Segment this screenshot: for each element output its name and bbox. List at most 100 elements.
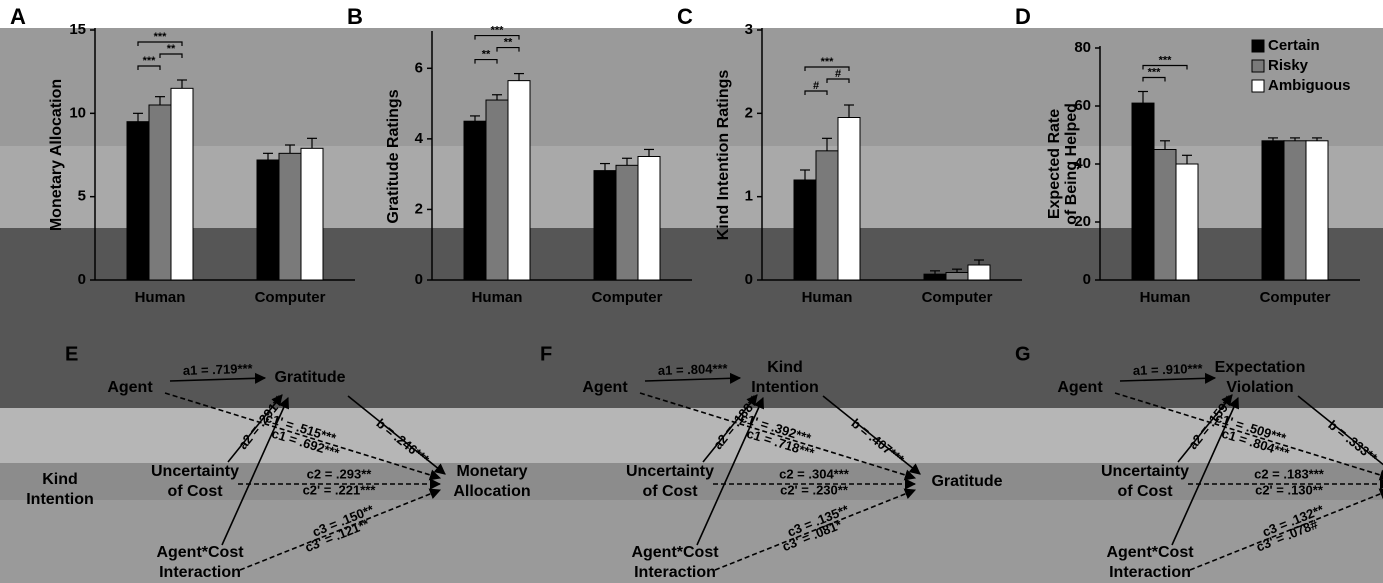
- y-tick-label: 0: [745, 271, 753, 288]
- node-label: Expectation: [1215, 359, 1306, 376]
- node-label: Gratitude: [931, 473, 1002, 490]
- path-coefficient: c2 = .183***: [1254, 466, 1325, 481]
- y-axis-label: Kind Intention Ratings: [715, 70, 732, 241]
- legend-label: Certain: [1268, 37, 1320, 54]
- panel-label: F: [540, 343, 552, 365]
- legend-label: Risky: [1268, 57, 1309, 74]
- x-tick-label: Computer: [255, 289, 326, 306]
- path-coefficient: c2' = .221***: [303, 482, 377, 497]
- path-coefficient: c2 = .304***: [779, 466, 850, 481]
- y-tick-label: 5: [78, 188, 86, 205]
- bar: [485, 99, 509, 281]
- significance-bracket: [1142, 64, 1188, 70]
- node-label: Agent: [582, 379, 628, 396]
- significance-bracket: [496, 46, 520, 52]
- mediated-path: [169, 372, 267, 384]
- significance-bracket: [474, 58, 498, 64]
- node-label: of Cost: [642, 483, 698, 500]
- x-tick-label: Human: [1140, 289, 1191, 306]
- bar: [507, 80, 531, 281]
- bar: [1131, 102, 1155, 281]
- significance-bracket: [826, 78, 850, 83]
- significance-label: ***: [491, 24, 505, 36]
- panel-label: E: [65, 343, 78, 365]
- mediated-path: [1297, 395, 1383, 466]
- y-tick-label: 40: [1074, 155, 1091, 172]
- bar: [148, 104, 172, 281]
- node-label: Uncertainty: [626, 463, 714, 480]
- bar: [1261, 140, 1285, 281]
- y-tick-label: 2: [745, 104, 753, 121]
- significance-bracket: [159, 53, 183, 58]
- y-tick-label: 0: [1083, 271, 1091, 288]
- bar: [1175, 163, 1199, 281]
- background-band: [0, 408, 1383, 463]
- legend-swatch: [1251, 59, 1265, 73]
- bar: [1283, 140, 1307, 281]
- y-axis-label: Gratitude Ratings: [385, 89, 402, 223]
- panel-label: D: [1015, 4, 1031, 29]
- path-coefficient: c2 = .293**: [307, 466, 373, 481]
- bar: [463, 120, 487, 281]
- bar: [793, 179, 817, 281]
- node-label: Intention: [26, 491, 94, 508]
- significance-label: ***: [1159, 54, 1173, 66]
- bar: [256, 159, 280, 281]
- significance-label: #: [813, 80, 819, 92]
- bar: [300, 147, 324, 281]
- mediated-path: [644, 372, 742, 384]
- path-coefficient: a1 = .910***: [1133, 361, 1204, 378]
- y-tick-label: 20: [1074, 213, 1091, 230]
- significance-label: ***: [1148, 66, 1162, 78]
- node-label: Interaction: [634, 564, 716, 581]
- legend-label: Ambiguous: [1268, 77, 1351, 94]
- node-label: Agent*Cost: [156, 544, 244, 561]
- y-tick-label: 80: [1074, 39, 1091, 56]
- x-tick-label: Computer: [592, 289, 663, 306]
- significance-bracket: [804, 90, 828, 95]
- node-label: Agent: [107, 379, 153, 396]
- node-label: Monetary: [456, 463, 527, 480]
- mediated-path: [702, 394, 758, 463]
- node-label: of Cost: [167, 483, 223, 500]
- panel-label: C: [677, 4, 693, 29]
- bar: [923, 273, 947, 281]
- node-label: Agent: [1057, 379, 1103, 396]
- background-band: [0, 463, 1383, 500]
- x-tick-label: Human: [135, 289, 186, 306]
- y-tick-label: 4: [415, 130, 424, 147]
- significance-bracket: [137, 65, 161, 70]
- bar: [126, 121, 150, 281]
- y-tick-label: 1: [745, 188, 753, 205]
- node-label: Gratitude: [274, 369, 345, 386]
- x-tick-label: Computer: [1260, 289, 1331, 306]
- x-tick-label: Human: [472, 289, 523, 306]
- direct-path: [1189, 488, 1383, 571]
- path-coefficient: c2' = .130**: [1255, 482, 1324, 497]
- bar: [593, 170, 617, 281]
- node-label: Uncertainty: [151, 463, 239, 480]
- bar: [637, 156, 661, 281]
- node-label: Intention: [751, 379, 819, 396]
- path-coefficient: a1 = .804***: [658, 361, 729, 378]
- bar: [1305, 140, 1329, 281]
- mediated-path: [1119, 372, 1217, 384]
- background-band: [0, 28, 1383, 146]
- y-tick-label: 0: [78, 271, 86, 288]
- direct-path: [239, 488, 442, 571]
- node-label: Interaction: [159, 564, 241, 581]
- panel-label: B: [347, 4, 363, 29]
- path-coefficient: c2' = .230**: [780, 482, 849, 497]
- bar: [278, 152, 302, 281]
- node-label: Agent*Cost: [631, 544, 719, 561]
- significance-label: **: [167, 43, 176, 55]
- mediated-path: [347, 395, 446, 475]
- bar: [615, 164, 639, 281]
- significance-bracket: [804, 66, 850, 71]
- y-axis-label: Monetary Allocation: [48, 79, 65, 231]
- y-tick-label: 15: [69, 21, 86, 38]
- x-tick-label: Human: [802, 289, 853, 306]
- y-tick-label: 2: [415, 200, 423, 217]
- y-tick-label: 3: [745, 21, 753, 38]
- path-coefficient: a1 = .719***: [183, 361, 254, 378]
